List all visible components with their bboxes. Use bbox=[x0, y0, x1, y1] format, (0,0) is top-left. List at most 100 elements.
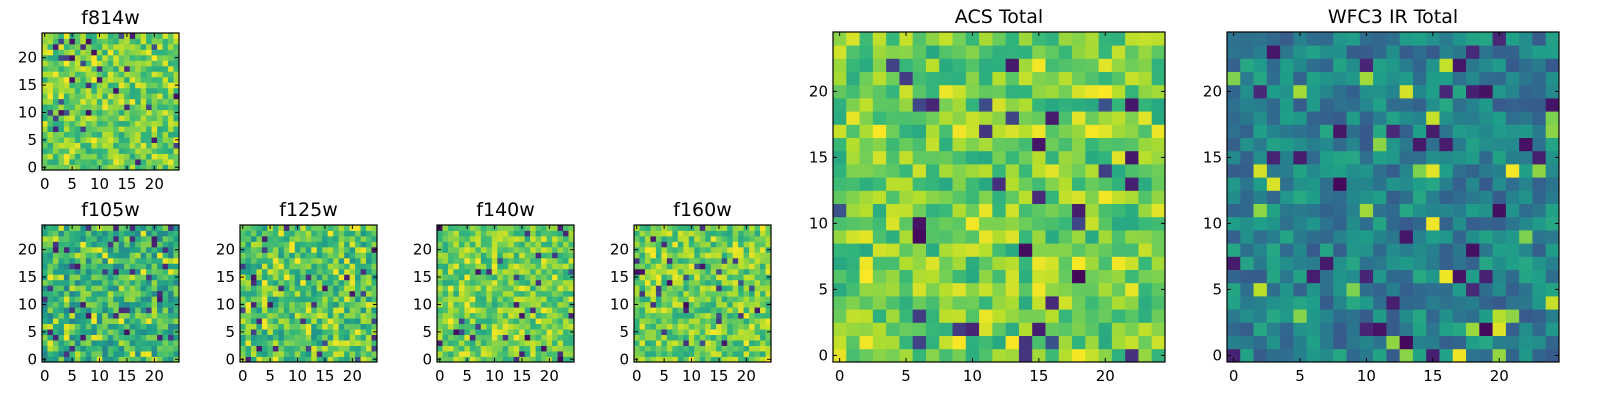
heatmap-cell bbox=[1138, 269, 1153, 284]
heatmap-cell bbox=[162, 230, 169, 237]
heatmap-cell bbox=[1346, 58, 1361, 72]
heatmap-cell bbox=[886, 150, 900, 165]
heatmap-cell bbox=[939, 243, 953, 257]
heatmap-cell bbox=[754, 285, 761, 292]
heatmap-cell bbox=[754, 225, 761, 231]
heatmap-cell bbox=[1280, 243, 1294, 257]
heatmap-cell bbox=[1005, 32, 1020, 46]
heatmap-cell bbox=[469, 279, 476, 286]
heatmap-cell bbox=[965, 137, 980, 152]
heatmap-cell bbox=[1532, 111, 1547, 125]
heatmap-cell bbox=[650, 225, 657, 231]
heatmap-cell bbox=[267, 246, 274, 253]
heatmap-cell bbox=[168, 312, 174, 319]
heatmap-cell bbox=[760, 356, 766, 363]
heatmap-cell bbox=[168, 82, 174, 89]
heatmap-cell bbox=[899, 216, 914, 231]
heatmap-cell bbox=[316, 340, 323, 346]
heatmap-cell bbox=[650, 329, 657, 335]
heatmap-cell bbox=[1098, 124, 1113, 138]
heatmap-cell bbox=[1306, 282, 1321, 297]
y-tick-label: 0 bbox=[1212, 346, 1222, 364]
heatmap-cell bbox=[113, 301, 120, 308]
heatmap-cell bbox=[1386, 230, 1401, 244]
heatmap-cell bbox=[535, 252, 542, 259]
heatmap-cell bbox=[1125, 84, 1139, 99]
heatmap-cell bbox=[469, 235, 476, 242]
heatmap-cell bbox=[508, 312, 515, 319]
heatmap-cell bbox=[129, 274, 136, 281]
heatmap-cell bbox=[458, 334, 465, 341]
heatmap-cell bbox=[899, 322, 914, 336]
heatmap-cell bbox=[912, 111, 927, 125]
heatmap-cell bbox=[1138, 309, 1153, 323]
heatmap-cell bbox=[118, 235, 125, 242]
heatmap-cell bbox=[173, 323, 180, 330]
heatmap-cell bbox=[69, 104, 76, 111]
heatmap-cell bbox=[256, 312, 263, 319]
heatmap-cell bbox=[42, 290, 48, 297]
heatmap-cell bbox=[1045, 71, 1060, 86]
heatmap-cell bbox=[760, 307, 766, 314]
heatmap-cell bbox=[245, 274, 252, 281]
heatmap-cell bbox=[146, 60, 152, 67]
heatmap-cell bbox=[453, 351, 460, 357]
heatmap-cell bbox=[1532, 282, 1547, 297]
heatmap-cell bbox=[1452, 177, 1467, 191]
heatmap-cell bbox=[124, 98, 131, 105]
heatmap-cell bbox=[754, 279, 761, 286]
heatmap-cell bbox=[1319, 322, 1334, 336]
heatmap-cell bbox=[965, 58, 980, 72]
heatmap-cell bbox=[96, 235, 103, 242]
heatmap-cell bbox=[672, 345, 679, 352]
heatmap-cell bbox=[727, 274, 734, 281]
heatmap-cell bbox=[1125, 124, 1139, 138]
heatmap-cell bbox=[1426, 98, 1440, 112]
heatmap-cell bbox=[278, 279, 285, 286]
heatmap-cell bbox=[63, 323, 70, 330]
heatmap-cell bbox=[1072, 84, 1086, 99]
heatmap-cell bbox=[300, 312, 307, 319]
heatmap-cell bbox=[1373, 243, 1387, 257]
heatmap-cell bbox=[349, 329, 356, 335]
heatmap-cell bbox=[661, 307, 668, 314]
heatmap-cell bbox=[859, 243, 874, 257]
heatmap-cell bbox=[300, 334, 307, 341]
heatmap-cell bbox=[480, 329, 487, 335]
heatmap-cell bbox=[925, 348, 940, 363]
heatmap-cell bbox=[655, 296, 662, 303]
heatmap-cell bbox=[552, 274, 558, 281]
heatmap-cell bbox=[749, 268, 755, 275]
heatmap-cell bbox=[699, 351, 706, 357]
heatmap-cell bbox=[925, 203, 940, 218]
heatmap-cell bbox=[338, 230, 345, 237]
heatmap-cell bbox=[965, 84, 980, 99]
heatmap-cell bbox=[107, 268, 114, 275]
heatmap-cell bbox=[173, 307, 180, 314]
heatmap-cell bbox=[250, 290, 257, 297]
heatmap-cell bbox=[833, 177, 847, 191]
heatmap-cell bbox=[453, 345, 460, 352]
heatmap-cell bbox=[52, 318, 59, 325]
y-tick-label: 0 bbox=[422, 350, 432, 368]
heatmap-cell bbox=[151, 153, 158, 160]
heatmap-cell bbox=[146, 312, 152, 319]
heatmap-cell bbox=[283, 329, 290, 335]
heatmap-cell bbox=[157, 60, 163, 67]
heatmap-cell bbox=[47, 76, 54, 83]
heatmap-cell bbox=[1058, 32, 1073, 46]
heatmap-cell bbox=[738, 263, 744, 270]
heatmap-cell bbox=[1253, 335, 1268, 350]
heatmap-cell bbox=[859, 32, 874, 46]
heatmap-cell bbox=[80, 279, 87, 286]
heatmap-cell bbox=[738, 301, 744, 308]
heatmap-cell bbox=[683, 274, 690, 281]
heatmap-cell bbox=[705, 279, 712, 286]
heatmap-cell bbox=[173, 153, 180, 160]
heatmap-cell bbox=[952, 111, 967, 125]
heatmap-cell bbox=[743, 334, 750, 341]
heatmap-cell bbox=[58, 241, 65, 248]
heatmap-cell bbox=[91, 131, 98, 138]
heatmap-cell bbox=[113, 82, 120, 89]
heatmap-cell bbox=[1253, 269, 1268, 284]
